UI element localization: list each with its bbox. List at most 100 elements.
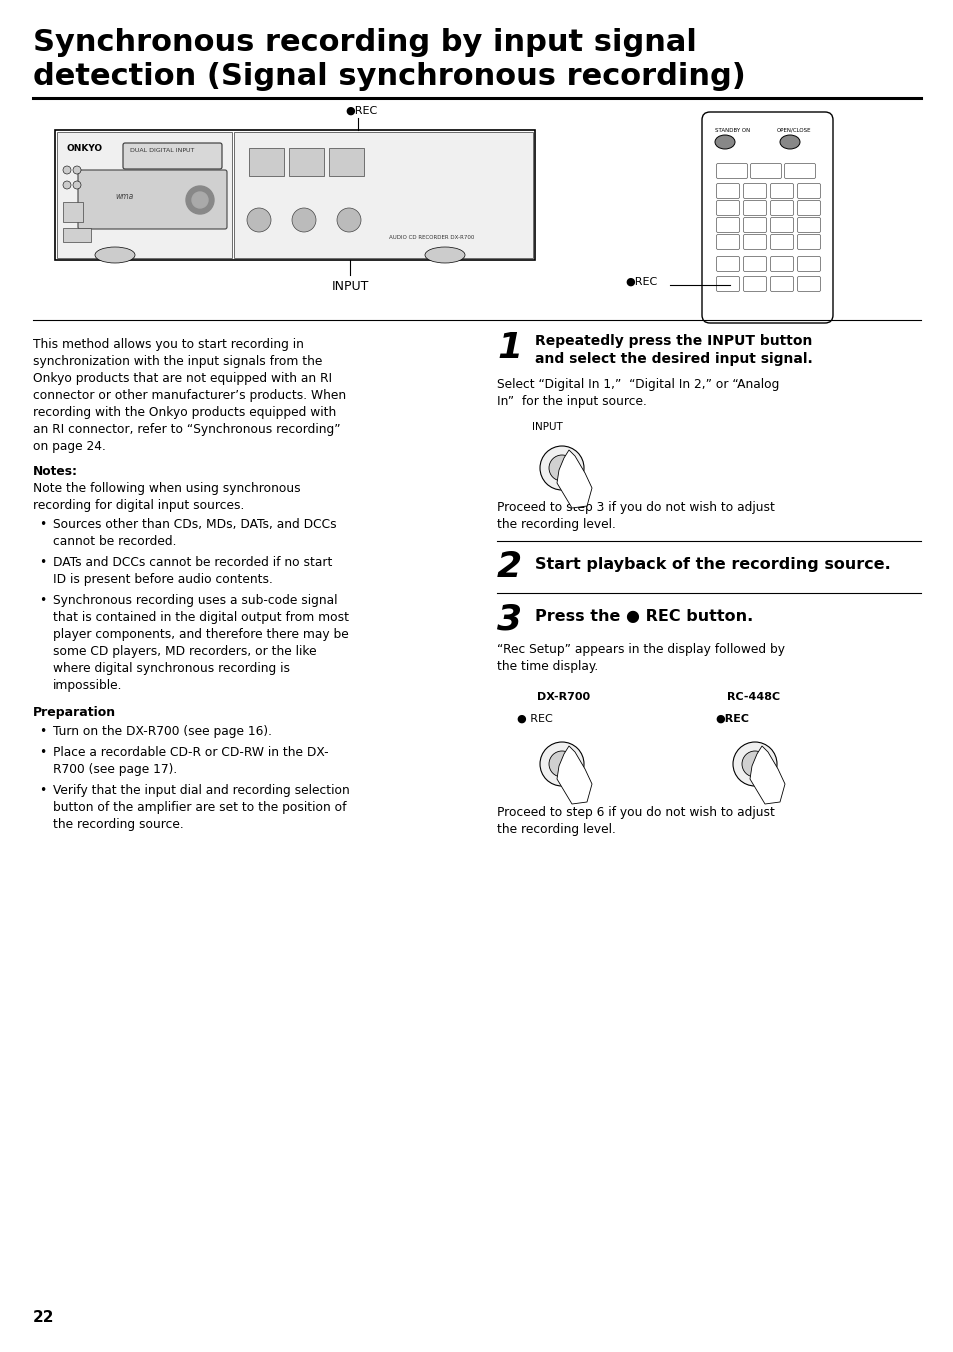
Text: synchronization with the input signals from the: synchronization with the input signals f… xyxy=(33,356,322,368)
Circle shape xyxy=(247,208,271,233)
Text: player components, and therefore there may be: player components, and therefore there m… xyxy=(53,627,349,641)
Text: button of the amplifier are set to the position of: button of the amplifier are set to the p… xyxy=(53,800,346,814)
Text: R700 (see page 17).: R700 (see page 17). xyxy=(53,763,177,776)
Text: Notes:: Notes: xyxy=(33,465,78,479)
Text: In”  for the input source.: In” for the input source. xyxy=(497,395,646,408)
Text: impossible.: impossible. xyxy=(53,679,122,692)
Text: STANDBY ON: STANDBY ON xyxy=(714,128,749,132)
Polygon shape xyxy=(557,746,592,804)
Circle shape xyxy=(539,446,583,489)
Text: on page 24.: on page 24. xyxy=(33,439,106,453)
Circle shape xyxy=(292,208,315,233)
Polygon shape xyxy=(557,450,592,508)
Ellipse shape xyxy=(714,135,734,149)
Text: recording with the Onkyo products equipped with: recording with the Onkyo products equipp… xyxy=(33,406,335,419)
Text: INPUT: INPUT xyxy=(332,280,369,293)
Text: an RI connector, refer to “Synchronous recording”: an RI connector, refer to “Synchronous r… xyxy=(33,423,340,435)
Text: Place a recordable CD-R or CD-RW in the DX-: Place a recordable CD-R or CD-RW in the … xyxy=(53,746,328,758)
Text: 2: 2 xyxy=(497,550,521,584)
Text: some CD players, MD recorders, or the like: some CD players, MD recorders, or the li… xyxy=(53,645,316,658)
FancyBboxPatch shape xyxy=(716,257,739,272)
Text: 22: 22 xyxy=(33,1310,54,1325)
Polygon shape xyxy=(749,746,784,804)
Text: AUDIO CD RECORDER DX-R700: AUDIO CD RECORDER DX-R700 xyxy=(389,235,474,241)
Text: OPEN/CLOSE: OPEN/CLOSE xyxy=(776,128,811,132)
Ellipse shape xyxy=(780,135,800,149)
Circle shape xyxy=(732,742,776,786)
Text: 1: 1 xyxy=(497,331,521,365)
Bar xyxy=(63,228,91,242)
Text: Select “Digital In 1,”  “Digital In 2,” or “Analog: Select “Digital In 1,” “Digital In 2,” o… xyxy=(497,379,779,391)
Text: the recording level.: the recording level. xyxy=(497,518,616,531)
Text: and select the desired input signal.: and select the desired input signal. xyxy=(535,352,812,366)
Text: INPUT: INPUT xyxy=(532,422,562,433)
FancyBboxPatch shape xyxy=(742,277,765,292)
FancyBboxPatch shape xyxy=(742,184,765,199)
Text: Preparation: Preparation xyxy=(33,706,116,719)
FancyBboxPatch shape xyxy=(716,164,747,178)
FancyBboxPatch shape xyxy=(701,112,832,323)
FancyBboxPatch shape xyxy=(797,277,820,292)
Text: DATs and DCCs cannot be recorded if no start: DATs and DCCs cannot be recorded if no s… xyxy=(53,556,332,569)
Circle shape xyxy=(741,750,767,777)
FancyBboxPatch shape xyxy=(716,184,739,199)
Bar xyxy=(289,147,324,176)
FancyBboxPatch shape xyxy=(797,234,820,250)
Bar xyxy=(329,147,364,176)
Text: •: • xyxy=(39,725,46,738)
Circle shape xyxy=(186,187,213,214)
FancyBboxPatch shape xyxy=(742,218,765,233)
Bar xyxy=(63,201,83,222)
Text: ●REC: ●REC xyxy=(624,277,657,287)
Text: Proceed to step 3 if you do not wish to adjust: Proceed to step 3 if you do not wish to … xyxy=(497,502,774,514)
FancyBboxPatch shape xyxy=(770,277,793,292)
Circle shape xyxy=(73,181,81,189)
Text: connector or other manufacturer’s products. When: connector or other manufacturer’s produc… xyxy=(33,389,346,402)
FancyBboxPatch shape xyxy=(783,164,815,178)
FancyBboxPatch shape xyxy=(750,164,781,178)
FancyBboxPatch shape xyxy=(742,234,765,250)
FancyBboxPatch shape xyxy=(716,277,739,292)
Text: •: • xyxy=(39,746,46,758)
Text: 3: 3 xyxy=(497,602,521,635)
Circle shape xyxy=(539,742,583,786)
Bar xyxy=(233,132,533,258)
Text: “Rec Setup” appears in the display followed by: “Rec Setup” appears in the display follo… xyxy=(497,644,784,656)
Text: Turn on the DX-R700 (see page 16).: Turn on the DX-R700 (see page 16). xyxy=(53,725,272,738)
FancyBboxPatch shape xyxy=(797,200,820,215)
FancyBboxPatch shape xyxy=(716,234,739,250)
Text: RC-448C: RC-448C xyxy=(726,692,780,702)
FancyBboxPatch shape xyxy=(78,170,227,228)
Text: the time display.: the time display. xyxy=(497,660,598,673)
Text: cannot be recorded.: cannot be recorded. xyxy=(53,535,176,548)
Text: ONKYO: ONKYO xyxy=(67,145,103,153)
Circle shape xyxy=(336,208,360,233)
Circle shape xyxy=(63,181,71,189)
Text: detection (Signal synchronous recording): detection (Signal synchronous recording) xyxy=(33,62,745,91)
Text: ● REC: ● REC xyxy=(517,714,552,725)
Text: wma: wma xyxy=(115,192,133,201)
Text: the recording source.: the recording source. xyxy=(53,818,184,831)
Text: Repeatedly press the INPUT button: Repeatedly press the INPUT button xyxy=(535,334,812,347)
Text: ●REC: ●REC xyxy=(345,105,376,116)
FancyBboxPatch shape xyxy=(123,143,222,169)
Text: DX-R700: DX-R700 xyxy=(537,692,590,702)
Text: Synchronous recording uses a sub-code signal: Synchronous recording uses a sub-code si… xyxy=(53,594,337,607)
FancyBboxPatch shape xyxy=(797,257,820,272)
FancyBboxPatch shape xyxy=(770,218,793,233)
FancyBboxPatch shape xyxy=(716,200,739,215)
FancyBboxPatch shape xyxy=(797,218,820,233)
Text: Verify that the input dial and recording selection: Verify that the input dial and recording… xyxy=(53,784,350,796)
Circle shape xyxy=(548,456,575,481)
Text: DUAL DIGITAL INPUT: DUAL DIGITAL INPUT xyxy=(130,147,194,153)
Text: where digital synchronous recording is: where digital synchronous recording is xyxy=(53,662,290,675)
Text: Proceed to step 6 if you do not wish to adjust: Proceed to step 6 if you do not wish to … xyxy=(497,806,774,819)
Ellipse shape xyxy=(95,247,135,264)
Text: that is contained in the digital output from most: that is contained in the digital output … xyxy=(53,611,349,625)
FancyBboxPatch shape xyxy=(742,257,765,272)
FancyBboxPatch shape xyxy=(770,234,793,250)
FancyBboxPatch shape xyxy=(742,200,765,215)
Text: •: • xyxy=(39,518,46,531)
Text: Start playback of the recording source.: Start playback of the recording source. xyxy=(535,557,890,572)
FancyBboxPatch shape xyxy=(716,218,739,233)
